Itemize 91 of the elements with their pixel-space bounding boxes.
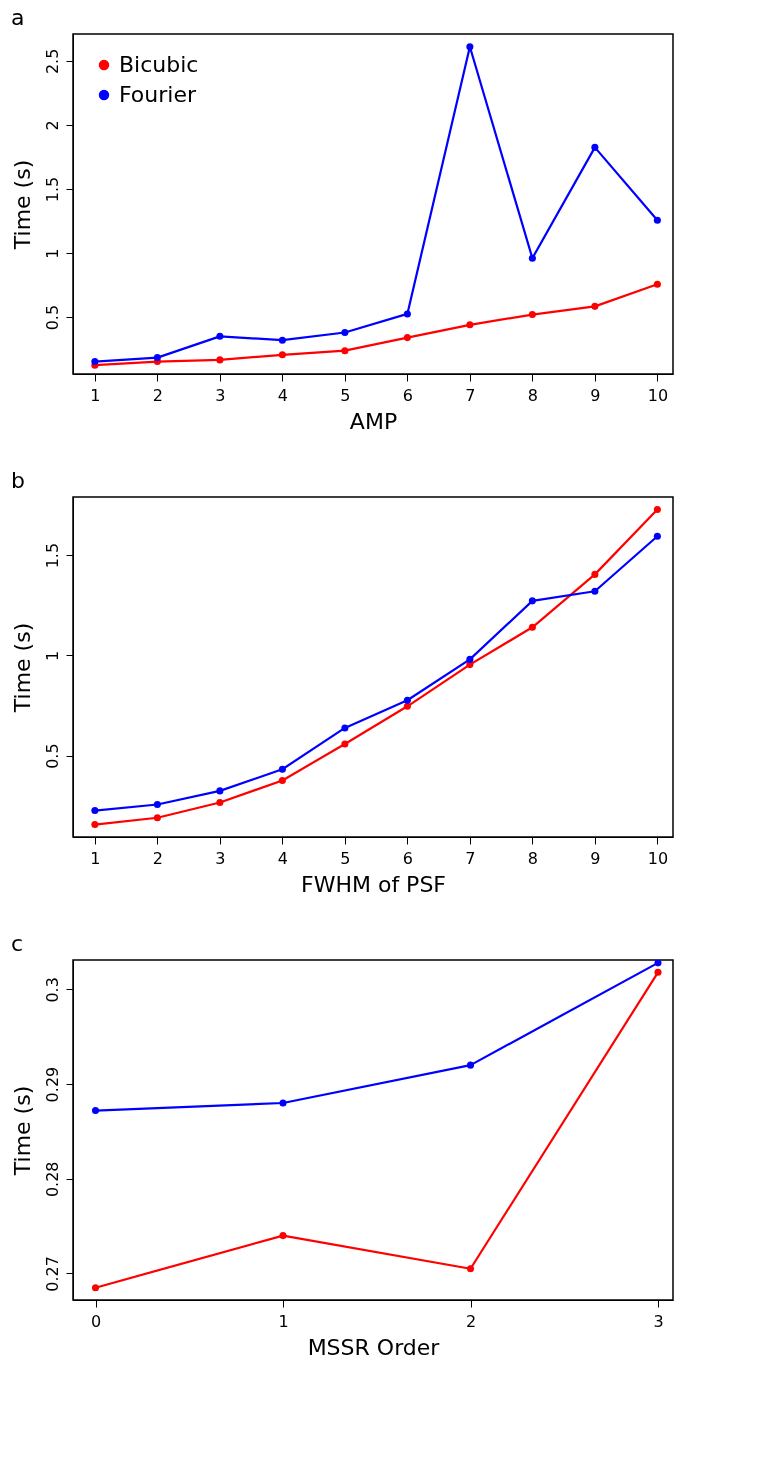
point: [153, 800, 161, 809]
y-tick-label: 0.5: [42, 743, 62, 769]
point: [466, 321, 474, 329]
point: [216, 787, 224, 795]
chart-title: b: [11, 468, 25, 493]
point: [466, 1265, 475, 1273]
point: [654, 968, 662, 976]
x-axis-title: FWHM of PSF: [300, 871, 447, 897]
point: [653, 505, 661, 513]
y-tick-label: 2: [42, 120, 62, 131]
point: [341, 740, 349, 748]
point: [91, 1107, 100, 1115]
x-tick-label: 4: [277, 385, 288, 405]
x-tick-label: 5: [340, 848, 351, 868]
x-tick-label: 3: [653, 1311, 664, 1331]
point: [403, 310, 411, 318]
legend-label: Bicubic: [119, 52, 199, 77]
point: [153, 354, 161, 362]
x-tick-label: 7: [465, 848, 476, 868]
x-tick-label: 4: [277, 848, 288, 868]
x-tick-label: 3: [215, 848, 226, 868]
x-tick-label: 2: [152, 848, 163, 868]
x-tick-label: 1: [90, 385, 101, 405]
x-tick-label: 0: [90, 1311, 102, 1331]
x-tick-label: 5: [340, 385, 351, 405]
x-axis-title: MSSR Order: [307, 1334, 441, 1360]
x-tick-label: 10: [647, 385, 669, 405]
point: [91, 807, 99, 815]
point: [278, 351, 286, 359]
point: [341, 328, 349, 337]
point: [528, 597, 536, 605]
chart-title: c: [11, 931, 24, 956]
x-tick-label: 6: [402, 385, 413, 405]
point: [341, 724, 349, 732]
point: [591, 302, 599, 310]
point: [91, 1284, 100, 1292]
point: [653, 216, 661, 224]
chart-title: a: [11, 5, 25, 30]
y-tick-label: 0.29: [42, 1066, 62, 1103]
y-axis-title: Time (s): [9, 622, 35, 714]
y-axis-title: Time (s): [9, 159, 35, 251]
x-axis-title: AMP: [349, 408, 398, 434]
y-tick-label: 0.5: [42, 304, 62, 331]
point: [278, 776, 286, 784]
x-tick-label: 8: [527, 385, 538, 405]
y-tick-label: 0.3: [42, 977, 62, 1003]
point: [279, 1232, 287, 1240]
x-tick-label: 8: [527, 848, 538, 868]
point: [403, 696, 411, 704]
x-tick-label: 9: [590, 385, 601, 405]
x-tick-label: 1: [278, 1311, 289, 1331]
y-tick-label: 0.27: [42, 1256, 62, 1292]
point: [654, 960, 662, 967]
point: [528, 254, 536, 262]
point: [341, 347, 349, 355]
point: [153, 814, 161, 822]
x-tick-label: 3: [215, 385, 226, 405]
x-tick-label: 2: [152, 385, 163, 405]
point: [591, 570, 599, 578]
y-tick-label: 1.5: [42, 176, 62, 203]
x-tick-label: 2: [465, 1311, 477, 1331]
x-tick-label: 10: [647, 848, 669, 868]
point: [591, 143, 599, 151]
x-tick-label: 6: [402, 848, 413, 868]
point: [403, 334, 411, 342]
x-tick-label: 1: [90, 848, 101, 868]
x-tick-label: 9: [590, 848, 601, 868]
point: [653, 532, 661, 540]
y-axis-title: Time (s): [9, 1085, 35, 1177]
point: [466, 1061, 475, 1069]
point: [591, 587, 599, 595]
point: [279, 1099, 287, 1107]
point: [216, 332, 224, 340]
point: [91, 821, 99, 829]
point: [278, 336, 286, 344]
point: [403, 702, 411, 710]
point: [216, 356, 224, 364]
legend-label: Fourier: [119, 82, 197, 107]
y-tick-label: 2.5: [42, 48, 62, 75]
point: [466, 43, 474, 51]
point: [278, 765, 286, 773]
point: [653, 280, 661, 288]
x-tick-label: 7: [465, 385, 476, 405]
point: [528, 311, 536, 319]
y-tick-label: 1: [42, 248, 62, 259]
y-tick-label: 1.5: [42, 542, 62, 569]
y-tick-label: 1: [42, 650, 62, 661]
point: [466, 655, 474, 663]
y-tick-label: 0.28: [42, 1161, 62, 1198]
point: [216, 798, 224, 807]
point: [528, 623, 536, 631]
